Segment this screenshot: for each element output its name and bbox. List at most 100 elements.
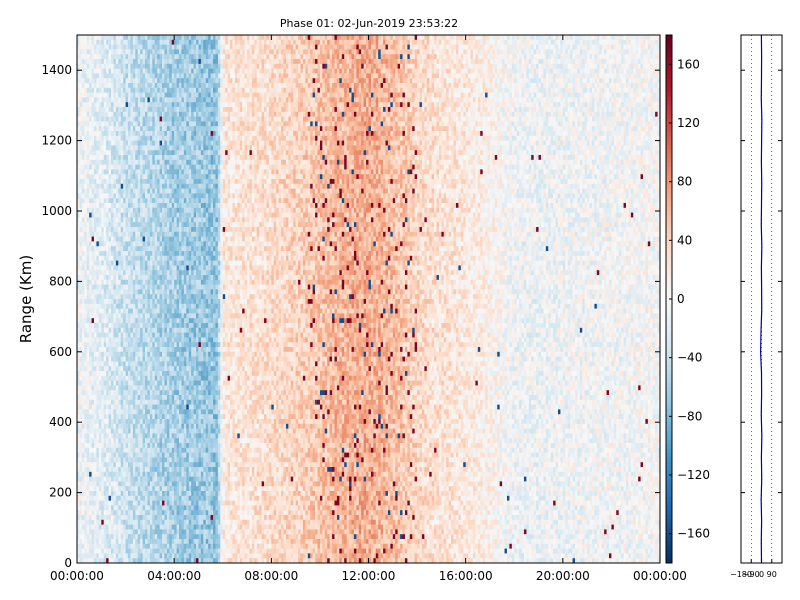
heatmap-cell — [84, 501, 87, 506]
heatmap-cell — [104, 35, 107, 40]
heatmap-cell — [147, 270, 150, 275]
heatmap-cell — [181, 309, 184, 314]
heatmap-cell — [84, 534, 87, 539]
heatmap-cell — [169, 448, 172, 453]
heatmap-cell — [92, 270, 95, 275]
heatmap-cell — [94, 549, 97, 554]
heatmap-cell — [101, 414, 104, 419]
heatmap-cell — [157, 424, 160, 429]
heatmap-cell — [79, 117, 82, 122]
heatmap-cell — [118, 361, 121, 366]
heatmap-cell — [152, 217, 155, 222]
heatmap-cell — [92, 189, 95, 194]
heatmap-cell — [147, 64, 150, 69]
heatmap-cell — [179, 409, 182, 414]
heatmap-cell — [89, 544, 92, 549]
heatmap-cell — [138, 352, 141, 357]
heatmap-cell — [174, 256, 177, 261]
heatmap-cell — [89, 501, 92, 506]
heatmap-cell — [99, 448, 102, 453]
heatmap-cell — [94, 78, 97, 83]
heatmap-cell — [143, 534, 146, 539]
heatmap-cell — [128, 40, 131, 45]
heatmap-cell — [184, 486, 187, 491]
heatmap-cell — [126, 467, 129, 472]
heatmap-cell — [79, 304, 82, 309]
heatmap-cell — [143, 347, 146, 352]
heatmap-cell — [99, 433, 102, 438]
heatmap-cell — [109, 193, 112, 198]
heatmap-cell — [160, 443, 163, 448]
heatmap-cell — [145, 160, 148, 165]
heatmap-cell — [92, 529, 95, 534]
heatmap-cell — [79, 88, 82, 93]
heatmap-cell — [84, 73, 87, 78]
heatmap-cell — [147, 213, 150, 218]
heatmap-cell — [177, 189, 180, 194]
heatmap-cell — [150, 155, 153, 160]
heatmap-cell — [92, 64, 95, 69]
heatmap-cell — [157, 405, 160, 410]
heatmap-cell — [106, 342, 109, 347]
heatmap-cell — [130, 313, 133, 318]
heatmap-cell — [145, 525, 148, 530]
heatmap-cell — [147, 395, 150, 400]
heatmap-cell — [128, 251, 131, 256]
heatmap-cell — [87, 491, 90, 496]
heatmap-cell — [118, 481, 121, 486]
heatmap-cell — [167, 414, 170, 419]
heatmap-cell — [172, 385, 175, 390]
heatmap-cell — [167, 496, 170, 501]
heatmap-cell — [113, 453, 116, 458]
heatmap-cell — [162, 131, 165, 136]
heatmap-cell — [140, 54, 143, 59]
heatmap-cell — [167, 54, 170, 59]
heatmap-cell — [84, 217, 87, 222]
heatmap-cell — [169, 241, 172, 246]
heatmap-cell — [147, 309, 150, 314]
heatmap-cell — [79, 256, 82, 261]
heatmap-cell — [89, 342, 92, 347]
heatmap-cell — [113, 448, 116, 453]
heatmap-cell — [152, 443, 155, 448]
heatmap-cell — [160, 304, 163, 309]
heatmap-cell — [140, 515, 143, 520]
heatmap-cell — [162, 232, 165, 237]
heatmap-cell — [160, 141, 163, 146]
heatmap-cell — [172, 217, 175, 222]
heatmap-cell — [106, 477, 109, 482]
heatmap-cell — [116, 347, 119, 352]
heatmap-cell — [113, 337, 116, 342]
heatmap-cell — [184, 203, 187, 208]
heatmap-cell — [145, 184, 148, 189]
heatmap-cell — [130, 424, 133, 429]
heatmap-cell — [104, 501, 107, 506]
heatmap-cell — [147, 165, 150, 170]
heatmap-cell — [162, 64, 165, 69]
heatmap-cell — [123, 49, 126, 54]
heatmap-cell — [184, 208, 187, 213]
heatmap-cell — [123, 525, 126, 530]
heatmap-cell — [174, 505, 177, 510]
heatmap-cell — [89, 539, 92, 544]
heatmap-cell — [135, 553, 138, 558]
heatmap-cell — [184, 481, 187, 486]
heatmap-cell — [79, 400, 82, 405]
heatmap-cell — [82, 515, 85, 520]
heatmap-cell — [92, 361, 95, 366]
heatmap-cell — [84, 510, 87, 515]
heatmap-cell — [152, 549, 155, 554]
heatmap-cell — [128, 347, 131, 352]
heatmap-cell — [135, 97, 138, 102]
heatmap-cell — [99, 467, 102, 472]
heatmap-cell — [138, 208, 141, 213]
heatmap-cell — [160, 419, 163, 424]
heatmap-cell — [101, 117, 104, 122]
heatmap-cell — [145, 83, 148, 88]
heatmap-cell — [143, 395, 146, 400]
heatmap-cell — [113, 419, 116, 424]
heatmap-cell — [179, 491, 182, 496]
heatmap-cell — [138, 486, 141, 491]
heatmap-cell — [145, 539, 148, 544]
heatmap-cell — [135, 328, 138, 333]
